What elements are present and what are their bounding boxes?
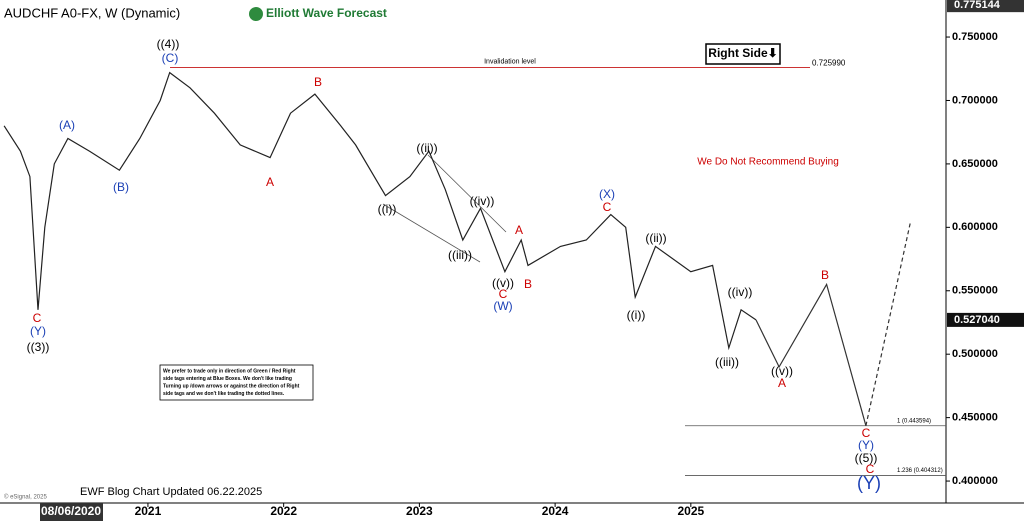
x-tick-label: 2025	[677, 504, 704, 518]
side-tag: Right Side⬇	[708, 46, 777, 60]
copyright: © eSignal, 2025	[4, 494, 47, 501]
price-line	[755, 282, 867, 426]
wave-label: C	[603, 200, 612, 214]
x-tick-label: 2021	[135, 504, 162, 518]
note-box	[159, 364, 314, 401]
price-marker-box	[947, 0, 1024, 13]
logo-icon	[249, 7, 263, 21]
invalidation-label: 0.725990	[812, 59, 846, 68]
side-tag-box	[705, 43, 781, 65]
wave-label: A	[266, 175, 274, 189]
wave-label: (Y)	[857, 473, 881, 493]
wave-label: (W)	[493, 299, 512, 313]
y-tick-label: 0.450000	[952, 412, 998, 424]
fib-label: 1 (0.443594)	[897, 418, 931, 424]
wave-label: ((iv))	[470, 194, 495, 208]
wave-label: ((iii))	[715, 355, 739, 369]
wave-label: ((ii))	[416, 141, 437, 155]
note-line: Turning up /down arrows or against the d…	[163, 383, 300, 389]
fib-label: 1.236 (0.404312)	[897, 468, 943, 474]
wave-label: (C)	[162, 51, 179, 65]
y-tick-label: 0.750000	[952, 31, 998, 43]
wave-label: ((i))	[627, 308, 646, 322]
wave-label: ((v))	[771, 364, 793, 378]
footer: EWF Blog Chart Updated 06.22.2025	[80, 486, 262, 498]
wave-label: ((i))	[378, 202, 397, 216]
wave-label: ((iv))	[728, 285, 753, 299]
wave-label: C	[33, 311, 42, 325]
wave-label: (X)	[599, 187, 615, 201]
y-tick-label: 0.600000	[952, 221, 998, 233]
wave-label: ((3))	[27, 340, 50, 354]
wave-label: B	[314, 75, 322, 89]
y-tick-label: 0.500000	[952, 348, 998, 360]
invalidation-text: Invalidation level	[484, 58, 536, 65]
note-line: We prefer to trade only in direction of …	[163, 368, 296, 374]
y-tick-label: 0.700000	[952, 94, 998, 106]
wave-label: ((5))	[855, 451, 878, 465]
price-marker-label: 0.527040	[954, 314, 1000, 326]
note-line: side tags entering at Blue Boxes. We don…	[163, 376, 292, 382]
wave-label: B	[524, 277, 532, 291]
y-tick-label: 0.650000	[952, 158, 998, 170]
wave-label: B	[821, 268, 829, 282]
wave-label: ((4))	[157, 37, 180, 51]
wave-label: (Y)	[858, 438, 874, 452]
cursor-date: 08/06/2020	[41, 504, 101, 518]
wave-label: ((iii))	[448, 248, 472, 262]
x-tick-label: 2022	[270, 504, 297, 518]
y-tick-label: 0.400000	[952, 475, 998, 487]
x-tick-label: 2024	[542, 504, 569, 518]
price-marker-box	[947, 312, 1024, 327]
wave-label: A	[515, 223, 523, 237]
price-marker-label: 0.775144	[954, 0, 1001, 11]
wave-label: ((ii))	[645, 231, 666, 245]
wave-label: C	[499, 287, 508, 301]
channel-line	[382, 203, 481, 263]
wave-label: (Y)	[30, 324, 46, 338]
x-tick-label: 2023	[406, 504, 433, 518]
logo: Elliott Wave Forecast	[266, 6, 387, 20]
chart-title: AUDCHF A0-FX, W (Dynamic)	[4, 5, 180, 20]
wave-label: C	[862, 426, 871, 440]
wave-label: C	[866, 462, 875, 476]
note-line: side tags and we don't like trading the …	[163, 391, 285, 397]
cursor-date-box	[40, 503, 103, 521]
warning: We Do Not Recommend Buying	[697, 157, 839, 168]
price-line	[3, 71, 757, 351]
wave-label: ((v))	[492, 276, 514, 290]
channel-line	[427, 154, 507, 233]
wave-label: (A)	[59, 118, 75, 132]
wave-label: (B)	[113, 180, 129, 194]
y-tick-label: 0.550000	[952, 285, 998, 297]
wave-label: A	[778, 376, 786, 390]
